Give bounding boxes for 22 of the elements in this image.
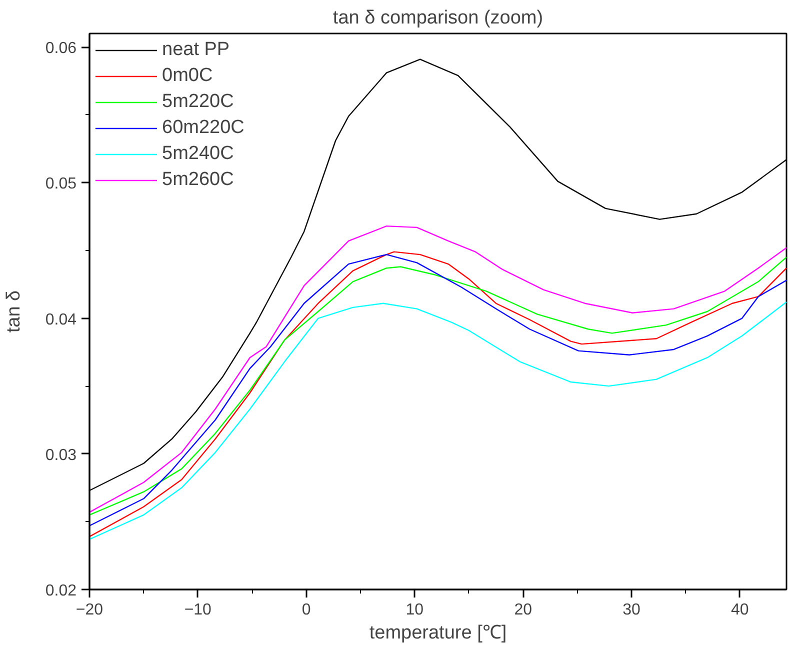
y-tick-label: 0.02 bbox=[45, 582, 77, 600]
x-tick-label: −10 bbox=[184, 602, 212, 618]
legend-label: 5m220C bbox=[162, 91, 234, 113]
x-axis-title: temperature [℃] bbox=[369, 622, 507, 644]
line-series bbox=[90, 301, 786, 540]
legend-label: 0m0C bbox=[162, 65, 213, 87]
chart-title: tan δ comparison (zoom) bbox=[332, 8, 544, 28]
y-tick-label: 0.05 bbox=[45, 176, 77, 193]
y-axis-title: tan δ bbox=[3, 290, 24, 333]
x-tick-label: 10 bbox=[406, 602, 424, 618]
x-tick-label: 0 bbox=[302, 602, 311, 618]
y-tick-label: 0.03 bbox=[45, 446, 77, 464]
y-tick-label: 0.06 bbox=[45, 40, 77, 58]
y-tick-label: 0.04 bbox=[45, 311, 77, 328]
x-tick-label: 40 bbox=[730, 602, 749, 618]
x-tick-label: 30 bbox=[622, 602, 640, 618]
x-tick-label: −20 bbox=[76, 602, 104, 618]
legend-label: 60m220C bbox=[162, 117, 244, 139]
legend-label: neat PP bbox=[162, 39, 230, 61]
x-tick-label: 20 bbox=[514, 602, 532, 618]
legend-label: 5m240C bbox=[162, 143, 234, 165]
legend-label: 5m260C bbox=[162, 169, 234, 191]
